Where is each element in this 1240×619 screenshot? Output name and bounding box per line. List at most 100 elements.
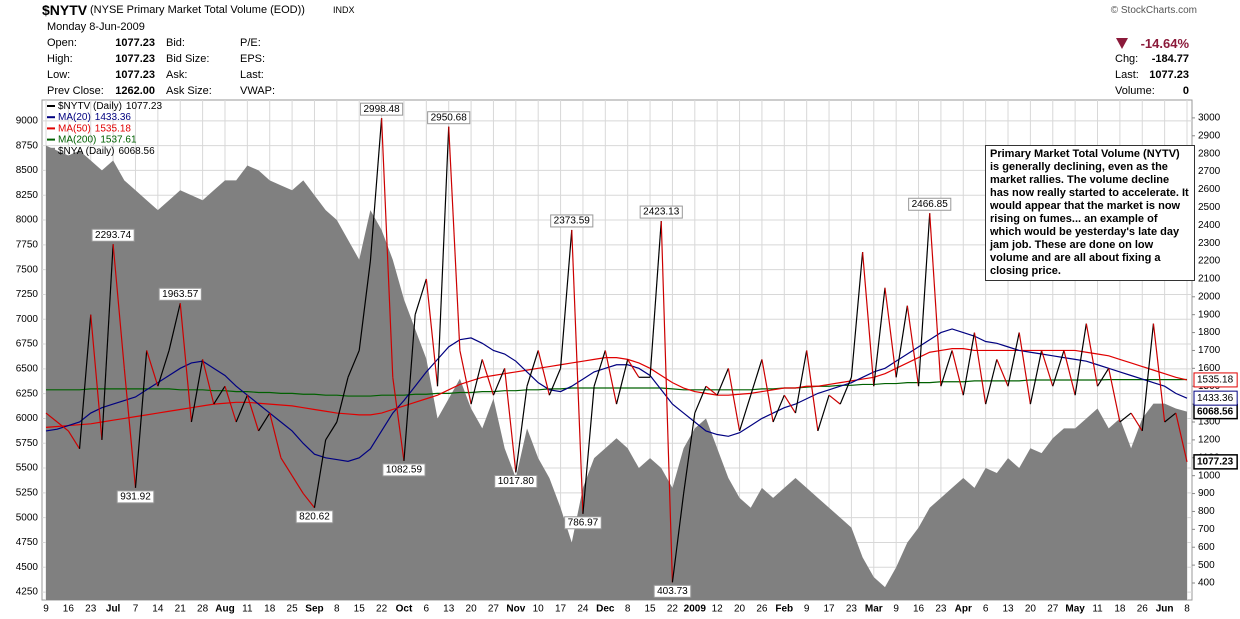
line-segment: [783, 394, 796, 414]
x-tick-label: 10: [533, 604, 545, 615]
line-segment: [1141, 323, 1155, 432]
line-segment: [772, 394, 785, 423]
x-tick-label: 11: [1092, 604, 1103, 615]
value-label: 2293.74: [95, 230, 132, 241]
x-tick-label: 12: [712, 604, 724, 615]
line-segment: [1097, 368, 1110, 387]
x-tick-label: 8: [1184, 604, 1190, 615]
value-label-box: [494, 474, 538, 488]
value-label: 2950.68: [431, 112, 468, 123]
x-tick-label: 20: [466, 604, 478, 615]
symbol: $NYTV: [42, 2, 88, 18]
line-segment: [403, 314, 416, 461]
x-tick-label: 17: [823, 604, 835, 615]
line-segment: [951, 350, 964, 396]
line-segment: [101, 244, 114, 440]
line-segment: [593, 350, 606, 387]
y2-tick-label: 2500: [1198, 202, 1221, 213]
line-segment: [571, 229, 584, 514]
x-tick-label: Nov: [506, 604, 525, 615]
value-label-box: [564, 516, 602, 530]
x-tick-label: 26: [1137, 604, 1149, 615]
legend-name: MA(20): [58, 112, 91, 123]
value-label-box: [360, 102, 404, 116]
y-tick-label: 4750: [16, 537, 39, 548]
line-segment: [369, 118, 383, 262]
y2-tick-label: 1700: [1198, 345, 1221, 356]
y-tick-label: 7750: [16, 239, 39, 250]
x-tick-label: 24: [577, 604, 589, 615]
line-segment: [179, 303, 193, 423]
x-tick-label: 7: [133, 604, 139, 615]
x-tick-label: 9: [804, 604, 810, 615]
value-label-box: [639, 205, 683, 219]
quote-mid: Bid Size:: [166, 53, 210, 65]
y-tick-label: 9000: [16, 115, 39, 126]
y2-tick-label: 1800: [1198, 327, 1221, 338]
legend-value: 1537.61: [100, 134, 137, 145]
line-segment: [269, 412, 282, 458]
x-tick-label: 16: [63, 604, 75, 615]
x-tick-label: 13: [1002, 604, 1014, 615]
line-segment: [258, 412, 271, 432]
y2-tick-label: 800: [1198, 506, 1215, 517]
legend-entry: MA(20) 1433.36: [58, 112, 131, 123]
y-tick-label: 4500: [16, 562, 39, 573]
summary-value: -184.77: [1151, 53, 1189, 65]
annotation: Primary Market Total Volume (NYTV) is ge…: [985, 145, 1195, 281]
y2-tick-label: 1200: [1198, 435, 1221, 446]
line-segment: [917, 213, 931, 387]
line-segment: [213, 385, 226, 405]
y-tick-label: 8250: [16, 190, 39, 201]
y-tick-label: 6500: [16, 363, 39, 374]
line-segment: [313, 439, 327, 508]
copyright: © StockCharts.com: [1110, 5, 1197, 16]
y2-tick-label: 2300: [1198, 238, 1221, 249]
y2-tick-label: 400: [1198, 578, 1215, 589]
line-segment: [224, 386, 237, 423]
legend-name: $NYA (Daily): [58, 145, 115, 156]
x-tick-label: Sep: [305, 604, 323, 615]
summary-label: Volume:: [1115, 85, 1155, 97]
value-label: 820.62: [299, 511, 330, 522]
line-segment: [515, 386, 528, 473]
line-segment: [336, 377, 349, 423]
value-label: 2373.59: [554, 216, 591, 227]
line-segment: [727, 368, 741, 432]
legend-value: 1433.36: [95, 112, 132, 123]
line-segment: [1164, 412, 1177, 423]
line-segment: [526, 350, 539, 387]
y-tick-label: 6750: [16, 339, 39, 350]
x-tick-label: 11: [242, 604, 253, 615]
value-label-box: [382, 463, 426, 477]
line-segment: [392, 377, 405, 461]
y2-tick-label: 2200: [1198, 256, 1221, 267]
line-segment: [112, 244, 125, 369]
x-tick-label: 8: [334, 604, 340, 615]
line-segment: [1108, 368, 1121, 423]
y2-tick-label: 2000: [1198, 291, 1221, 302]
x-tick-label: 27: [488, 604, 500, 615]
x-tick-label: 18: [1114, 604, 1126, 615]
line: [46, 378, 1188, 397]
line-segment: [929, 213, 942, 387]
y-tick-label: 6000: [16, 413, 39, 424]
value-label: 2466.85: [912, 199, 949, 210]
line-segment: [380, 118, 394, 378]
line-segment: [683, 412, 696, 494]
line-segment: [895, 305, 908, 378]
x-tick-label: 8: [625, 604, 631, 615]
line-segment: [134, 350, 148, 488]
line-segment: [705, 385, 718, 396]
line-segment: [1175, 412, 1188, 462]
y2-tick-label: 2800: [1198, 148, 1221, 159]
area: [46, 145, 1187, 600]
y2-tick-label: 2700: [1198, 166, 1221, 177]
value-label: 2423.13: [643, 207, 680, 218]
line-segment: [850, 252, 864, 378]
line-segment: [302, 493, 315, 509]
quote-mid: Ask:: [166, 69, 188, 81]
value-label: 1963.57: [162, 289, 199, 300]
x-tick-label: 23: [85, 604, 97, 615]
summary-value: 0: [1182, 85, 1189, 97]
